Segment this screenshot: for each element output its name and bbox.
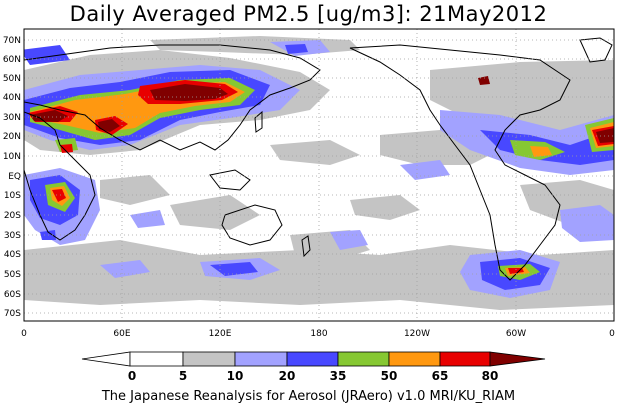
colorbar-label: 65 (432, 369, 449, 383)
lat-label: 20N (3, 132, 21, 142)
lon-label: 0 (609, 329, 615, 339)
colorbar: 0 5 10 20 35 50 65 80 (81, 351, 546, 383)
colorbar-label: 20 (279, 369, 296, 383)
lat-label: 50S (4, 270, 21, 280)
lon-label: 60E (113, 329, 130, 339)
map-frame (23, 28, 615, 322)
data-source-credit: The Japanese Reanalysis for Aerosol (JRA… (101, 389, 516, 404)
colorbar-label: 5 (179, 369, 187, 383)
lon-labels: 0 60E 120E 180 120W 60W 0 (21, 329, 615, 339)
colorbar-label: 50 (381, 369, 398, 383)
map-title: Daily Averaged PM2.5 [ug/m3]: 21May2012 (69, 2, 548, 26)
lat-label: EQ (8, 172, 21, 182)
colorbar-label: 80 (482, 369, 499, 383)
colorbar-segment-2 (182, 351, 236, 367)
lat-labels: 70N 60N 50N 40N 30N 20N 10N EQ 10S 20S 3… (3, 36, 21, 319)
lat-label: 10N (3, 152, 21, 162)
pm25-field (24, 36, 614, 310)
colorbar-segment-1 (129, 351, 184, 367)
lat-label: 40S (4, 250, 21, 260)
colorbar-segment-8 (489, 351, 546, 367)
lat-label: 60S (4, 290, 21, 300)
lat-label: 40N (3, 93, 21, 103)
colorbar-segment-6 (388, 351, 441, 367)
lat-label: 70S (4, 309, 21, 319)
colorbar-segment-5 (337, 351, 390, 367)
lat-label: 70N (3, 36, 21, 46)
colorbar-label: 0 (128, 369, 136, 383)
lon-label: 60W (506, 329, 526, 339)
lat-label: 60N (3, 55, 21, 65)
lat-label: 30N (3, 113, 21, 123)
colorbar-segment-3 (234, 351, 288, 367)
colorbar-label: 10 (227, 369, 244, 383)
lat-label: 30S (4, 231, 21, 241)
lon-label: 120W (404, 329, 430, 339)
colorbar-segment-4 (286, 351, 339, 367)
colorbar-label: 35 (330, 369, 347, 383)
lat-label: 10S (4, 191, 21, 201)
lat-label: 20S (4, 211, 21, 221)
colorbar-segment-0 (81, 351, 131, 367)
lon-label: 120E (209, 329, 232, 339)
colorbar-segment-7 (439, 351, 491, 367)
graticule (24, 29, 614, 321)
lon-label: 0 (21, 329, 27, 339)
lon-label: 180 (310, 329, 327, 339)
lat-label: 50N (3, 74, 21, 84)
